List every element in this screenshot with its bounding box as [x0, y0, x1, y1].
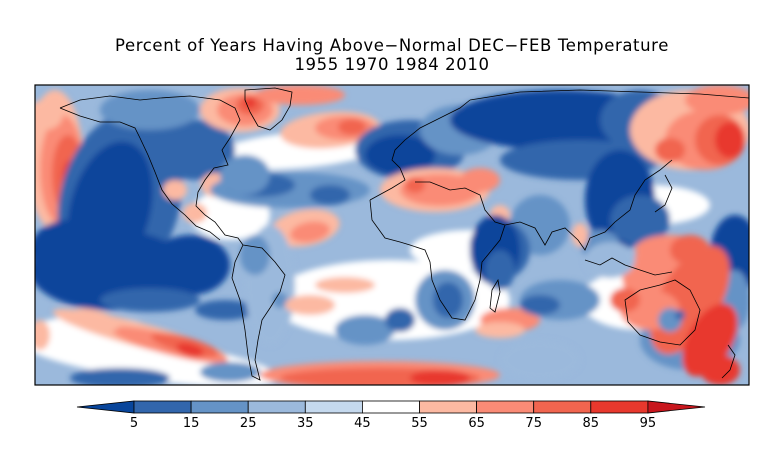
- figure-title: Percent of Years Having Above−Normal DEC…: [115, 36, 669, 55]
- coastline-segment: [244, 87, 293, 131]
- field-patch-55-65: [183, 203, 207, 223]
- field-patch-15-25: [200, 362, 260, 382]
- colorbar-tick-label: 75: [525, 416, 542, 431]
- field-patch-65-75: [255, 85, 345, 105]
- field-patch-5-15: [70, 368, 170, 385]
- coastline-segment: [469, 89, 749, 101]
- field-patch-65-75: [685, 85, 749, 115]
- colorbar-swatch-85-95: [590, 400, 649, 414]
- field-patch-<5: [150, 235, 230, 295]
- temperature-percent-field: [35, 85, 749, 385]
- map-frame: [34, 84, 750, 386]
- coastline-segment: [721, 344, 736, 379]
- field-patch-5-15: [195, 300, 255, 320]
- field-patch-55-65: [163, 180, 187, 200]
- field-patch-25-35: [500, 340, 580, 380]
- colorbar-swatch-65-75: [476, 400, 535, 414]
- field-patch-75-85: [655, 138, 685, 162]
- colorbar-arrow-low: [76, 400, 135, 414]
- colorbar-tick-label: 35: [297, 416, 314, 431]
- colorbar-swatch-35-45: [304, 400, 363, 414]
- field-patch-55-65: [35, 320, 50, 350]
- colorbar-swatch-5-15: [133, 400, 192, 414]
- field-patch-<5: [475, 95, 615, 135]
- coastline-segment: [654, 174, 673, 213]
- colorbar-tick-label: 85: [583, 416, 600, 431]
- field-patch-15-25: [220, 155, 270, 195]
- field-patch-<5: [35, 220, 110, 280]
- field-patch-75-85: [670, 235, 710, 265]
- colorbar-tick-label: 65: [468, 416, 485, 431]
- field-patch-75-85: [338, 119, 366, 135]
- figure-subtitle: 1955 1970 1984 2010: [294, 55, 490, 74]
- coastline-segment: [231, 244, 286, 381]
- coastlines: [59, 87, 749, 381]
- field-patch-15-25: [272, 292, 288, 308]
- field-patch-5-15: [100, 288, 200, 312]
- field-patch-55-65: [70, 308, 120, 332]
- field-patch-5-15: [155, 120, 235, 180]
- colorbar-tick-label: 25: [240, 416, 257, 431]
- field-patch-5-15: [385, 308, 415, 332]
- colorbar: 5 15 25 35 45 55 65 75 85 95: [76, 400, 706, 431]
- field-patch-5-15: [433, 282, 463, 318]
- coastline-segment: [369, 181, 506, 321]
- field-patch-85-95: [176, 343, 204, 357]
- field-patch-15-25: [335, 315, 395, 345]
- colorbar-tick-label: 5: [130, 416, 138, 431]
- coastline-segment: [369, 99, 471, 201]
- field-patch-55-65: [285, 295, 335, 315]
- colorbar-tick-label: 15: [183, 416, 200, 431]
- field-patch-55-65: [35, 100, 63, 130]
- field-patch-55-65: [315, 277, 375, 293]
- colorbar-tick-label: 55: [411, 416, 428, 431]
- field-patch-85-95: [700, 355, 740, 385]
- field-patch-85-95: [715, 122, 745, 158]
- field-patch-55-65: [572, 223, 588, 247]
- colorbar-swatch-25-35: [247, 400, 306, 414]
- coastline-segment: [59, 107, 221, 241]
- field-patch-5-15: [675, 310, 685, 320]
- field-patch-5-15: [485, 250, 515, 290]
- field-patch-75-85: [405, 177, 425, 193]
- colorbar-swatch-15-25: [190, 400, 249, 414]
- field-patch-65-75: [290, 221, 330, 243]
- field-patch-5-15: [610, 195, 670, 245]
- field-patch-<5: [365, 135, 435, 175]
- field-patch-65-75: [460, 168, 500, 192]
- field-patch-15-25: [100, 90, 200, 130]
- field-patch-5-15: [520, 295, 560, 315]
- field-patch-85-95: [410, 370, 470, 385]
- coastline-segment: [59, 95, 244, 246]
- coastline-segment: [504, 159, 673, 251]
- colorbar-swatch-55-65: [419, 400, 477, 414]
- field-patch-55-65: [475, 322, 525, 338]
- field-patch-85-95: [244, 98, 256, 108]
- colorbar-tick-label: 95: [640, 416, 657, 431]
- colorbar-tick-label: 45: [354, 416, 371, 431]
- coastline-segment: [624, 279, 701, 346]
- coastline-segment: [584, 257, 673, 276]
- colorbar-swatch-45-55: [361, 400, 420, 414]
- colorbar-swatch-75-85: [533, 400, 592, 414]
- field-patch-5-15: [310, 185, 350, 205]
- colorbar-arrow-high: [647, 400, 706, 414]
- field-patch-15-25: [240, 235, 270, 275]
- field-patch-25-35: [585, 242, 635, 278]
- coastline-segment: [489, 278, 501, 313]
